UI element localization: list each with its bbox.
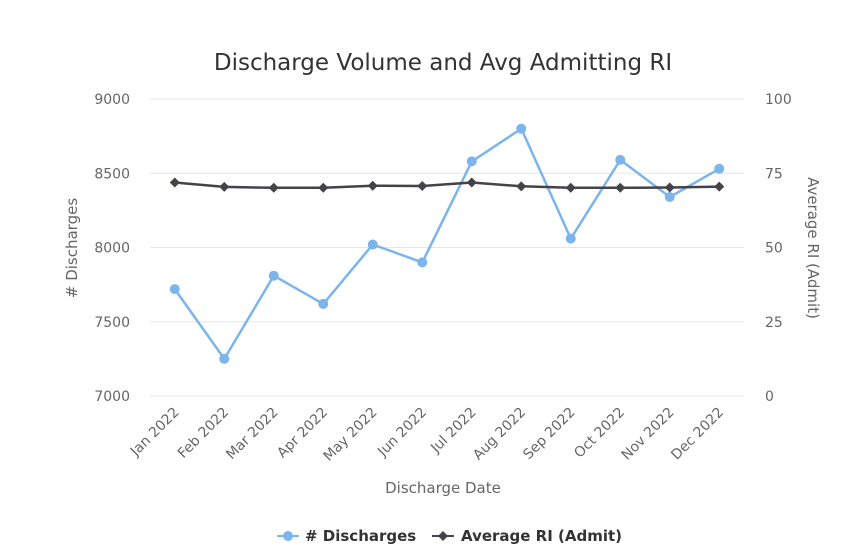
y2-tick-label: 25 — [765, 315, 783, 331]
gridlines — [150, 98, 744, 397]
y-tick-label: 8500 — [94, 166, 130, 182]
x-tick-label: Aug 2022 — [470, 405, 529, 464]
data-point — [664, 192, 675, 203]
data-point — [466, 156, 477, 167]
data-point — [219, 353, 230, 364]
y-tick-label: 9000 — [94, 92, 130, 108]
data-point — [169, 284, 180, 295]
x-tick-label: Mar 2022 — [223, 405, 281, 463]
data-point — [565, 182, 576, 193]
data-point — [615, 182, 626, 193]
x-tick-label: Jul 2022 — [427, 405, 479, 457]
legend-marker-average-ri — [438, 531, 448, 541]
x-tick-label: Jan 2022 — [127, 405, 183, 461]
y2-tick-label: 75 — [765, 166, 783, 182]
data-point — [466, 177, 477, 188]
data-point — [367, 180, 378, 191]
y-tick-label: 8000 — [94, 241, 130, 257]
data-point — [516, 181, 527, 192]
legend-label-average-ri: Average RI (Admit) — [461, 527, 622, 545]
legend-label-discharges: # Discharges — [305, 527, 416, 545]
legend-item-average-ri[interactable]: Average RI (Admit) — [432, 527, 622, 545]
data-point — [714, 181, 725, 192]
y-axis-title: # Discharges — [63, 198, 81, 298]
data-point — [714, 163, 725, 174]
y2-tick-label: 100 — [765, 92, 792, 108]
x-tick-label: Jun 2022 — [374, 405, 430, 461]
y2-axis-title: Average RI (Admit) — [804, 177, 822, 319]
legend-item-discharges[interactable]: # Discharges — [277, 527, 416, 545]
data-point — [417, 181, 428, 192]
data-point — [615, 154, 626, 165]
legend-marker-discharges — [283, 531, 293, 541]
data-point — [318, 298, 329, 309]
y-tick-label: 7500 — [94, 315, 130, 331]
chart-title: Discharge Volume and Avg Admitting RI — [214, 50, 672, 76]
data-point — [318, 182, 329, 193]
data-point — [417, 257, 428, 268]
legend: # Discharges Average RI (Admit) — [277, 527, 622, 545]
x-tick-label: Dec 2022 — [668, 405, 727, 464]
data-point — [219, 181, 230, 192]
y2-tick-label: 50 — [765, 241, 783, 257]
series-line-1 — [174, 181, 720, 190]
x-tick-label: May 2022 — [320, 405, 380, 465]
x-axis-title: Discharge Date — [385, 479, 501, 497]
data-point — [169, 177, 180, 188]
data-point — [565, 233, 576, 244]
series-line-0 — [173, 127, 720, 361]
y-tick-label: 7000 — [94, 389, 130, 405]
series-layer — [169, 123, 725, 364]
data-point — [367, 239, 378, 250]
right-axis-ticks: 0 25 50 75 100 — [765, 92, 792, 405]
x-tick-label: Sep 2022 — [520, 405, 578, 463]
data-point — [516, 123, 527, 134]
data-point — [268, 270, 279, 281]
x-tick-label: Nov 2022 — [619, 405, 678, 464]
left-axis-ticks: 7000 7500 8000 8500 9000 — [94, 92, 130, 405]
data-point — [268, 182, 279, 193]
data-point — [664, 182, 675, 193]
y2-tick-label: 0 — [765, 389, 774, 405]
